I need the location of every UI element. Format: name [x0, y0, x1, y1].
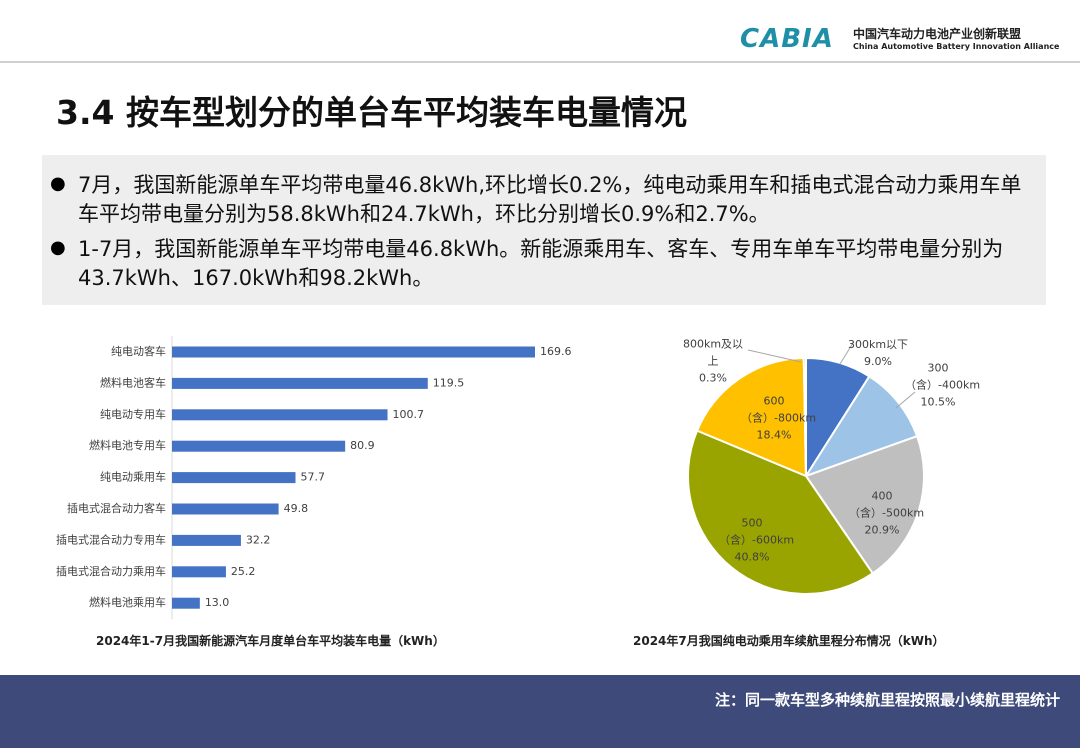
slice-value: 10.5%: [920, 395, 956, 409]
pie-slice: [695, 357, 808, 478]
pie-slice: [802, 356, 807, 477]
category-label: 插电式混合动力专用车: [56, 532, 166, 546]
slice-category: 400（含）-500km: [849, 489, 925, 520]
footer-note: 注：同一款车型多种续航里程按照最小续航里程统计: [714, 691, 1060, 709]
bullet: ●: [50, 173, 66, 194]
slice-label: 600（含）-800km 18.4%: [741, 393, 817, 444]
bullet: ●: [50, 237, 66, 258]
pie-slice: [803, 375, 919, 478]
pie-caption: 2024年7月我国纯电动乘用车续航里程分布情况（kWh）: [633, 634, 945, 648]
category-label: 纯电动专用车: [100, 407, 166, 421]
slice-label: 300km以下 9.0%: [845, 336, 911, 370]
logo: CABIA: [740, 24, 834, 54]
category-label: 纯电动客车: [111, 344, 166, 358]
bar: [172, 346, 535, 358]
category-label: 插电式混合动力客车: [67, 501, 166, 515]
category-label: 燃料电池专用车: [89, 438, 166, 452]
slice-label: 800km及以上 0.3%: [680, 336, 746, 387]
header-rule: [0, 61, 1080, 63]
category-label: 燃料电池客车: [100, 375, 166, 389]
slice-category: 600（含）-800km: [741, 394, 817, 425]
bar-caption: 2024年1-7月我国新能源汽车月度单台车平均装车电量（kWh）: [96, 634, 445, 648]
bar: [172, 534, 241, 546]
leader-line: [747, 349, 802, 363]
slice-label: 400（含）-500km 20.9%: [849, 488, 925, 539]
bar: [172, 503, 279, 515]
category-label: 插电式混合动力乘用车: [56, 564, 166, 578]
bar: [172, 472, 296, 484]
footer-band: 注：同一款车型多种续航里程按照最小续航里程统计: [0, 675, 1080, 748]
pie-slice: [687, 429, 875, 595]
slice-value: 20.9%: [864, 523, 900, 537]
value-label: 119.5: [433, 376, 465, 389]
value-label: 169.6: [540, 345, 572, 358]
slice-value: 0.3%: [699, 371, 727, 385]
leader-line: [839, 342, 854, 365]
bar: [172, 566, 226, 578]
slice-category: 500（含）-600km: [719, 516, 795, 547]
bar: [172, 440, 346, 452]
pie-slice: [804, 434, 925, 575]
bullet-text: 7月，我国新能源单车平均带电量46.8kWh,环比增长0.2%，纯电动乘用车和插…: [78, 173, 1022, 226]
bar: [172, 377, 428, 389]
value-label: 80.9: [350, 439, 375, 452]
category-label: 燃料电池乘用车: [89, 595, 166, 609]
slice-category: 800km及以上: [682, 337, 744, 368]
slice-category: 300（含）-400km: [905, 361, 981, 392]
slide-title: 3.4 按车型划分的单台车平均装车电量情况: [56, 93, 687, 132]
category-label: 纯电动乘用车: [100, 470, 166, 484]
summary-box: ● 7月，我国新能源单车平均带电量46.8kWh,环比增长0.2%，纯电动乘用车…: [42, 155, 1046, 305]
slice-value: 9.0%: [864, 355, 892, 368]
slice-category: 300km以下: [847, 338, 909, 351]
slice-value: 40.8%: [734, 550, 770, 564]
slice-label: 300（含）-400km 10.5%: [905, 360, 981, 411]
bullet-text: 1-7月，我国新能源单车平均带电量46.8kWh。新能源乘用车、客车、专用车单车…: [78, 237, 1004, 290]
value-label: 25.2: [231, 565, 256, 578]
bar: [172, 409, 388, 421]
leader-line: [895, 391, 916, 409]
value-label: 57.7: [300, 471, 325, 484]
slice-label: 500（含）-600km 40.8%: [719, 515, 795, 566]
value-label: 32.2: [246, 533, 271, 546]
value-label: 100.7: [393, 408, 425, 421]
value-label: 49.8: [284, 502, 309, 515]
org-cn: 中国汽车动力电池产业创新联盟: [853, 27, 1022, 41]
bar: [172, 597, 200, 609]
value-label: 13.0: [205, 596, 230, 609]
org-en: China Automotive Battery Innovation Alli…: [853, 42, 1060, 51]
slice-value: 18.4%: [756, 428, 792, 442]
